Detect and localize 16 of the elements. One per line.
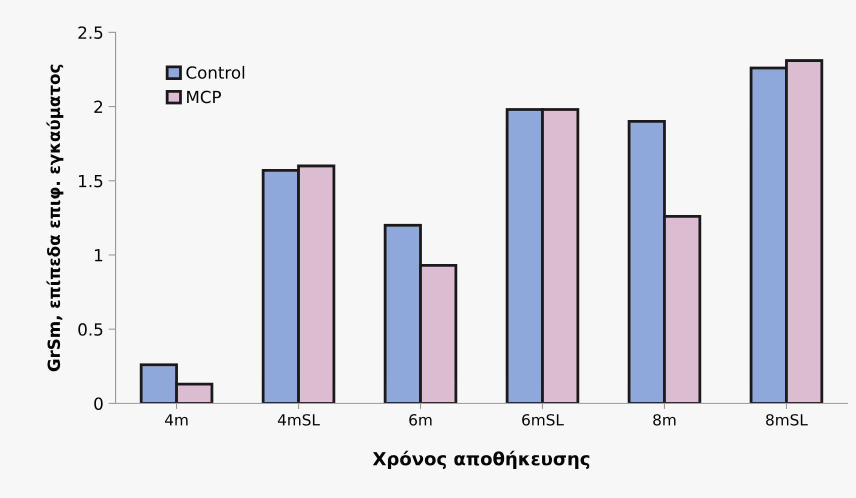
y-tick-label: 2 — [94, 100, 102, 113]
y-tick-label: 0.5 — [78, 323, 102, 336]
x-tick-label: 4m — [164, 414, 188, 426]
x-tick-label: 6m — [409, 414, 432, 426]
legend-label: Control — [186, 66, 244, 79]
y-tick-label: 0 — [94, 397, 103, 410]
y-axis-title: GrSm, επίπεδα επιφ. εγκαύματος — [46, 64, 64, 372]
x-tick-label: 8m — [653, 414, 676, 426]
y-tick-label: 2.5 — [78, 26, 102, 39]
x-tick-label: 4mSL — [278, 414, 320, 426]
x-tick-label: 8mSL — [766, 414, 808, 426]
x-axis-title: Χρόνος αποθήκευσης — [372, 450, 590, 469]
y-tick-label: 1 — [94, 249, 102, 262]
y-tick-label: 1.5 — [79, 174, 102, 188]
x-tick-label: 6mSL — [522, 414, 564, 426]
legend-label: MCP — [187, 90, 221, 104]
